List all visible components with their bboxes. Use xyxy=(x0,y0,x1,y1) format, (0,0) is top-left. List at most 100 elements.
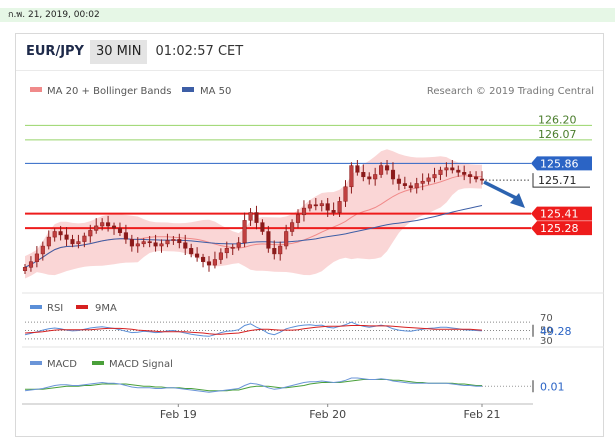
candle-body xyxy=(248,212,253,221)
candle-body xyxy=(479,178,485,181)
level-label-125.71: 125.71 xyxy=(538,174,577,187)
candle-body xyxy=(117,227,123,233)
x-tick-label-1: Feb 20 xyxy=(309,408,346,421)
candle-body xyxy=(266,231,271,249)
candle-body xyxy=(165,240,170,245)
candle-body xyxy=(94,225,99,231)
rsi-legend-swatch xyxy=(30,305,42,309)
credit-text: Research © 2019 Trading Central xyxy=(427,86,594,97)
candle-body xyxy=(361,172,366,178)
candle-body xyxy=(189,248,194,255)
forecast-arrow-head xyxy=(510,193,525,208)
candle-body xyxy=(331,210,336,213)
candle-body xyxy=(325,203,330,211)
candle-body xyxy=(58,231,63,236)
timeframe-badge[interactable]: 30 MIN xyxy=(89,40,148,64)
candle-body xyxy=(195,253,200,258)
candle-body xyxy=(141,241,146,245)
candle-body xyxy=(111,225,117,229)
chart-header: EUR/JPY 30 MIN 01:02:57 CET xyxy=(24,40,251,64)
candle-body xyxy=(159,243,164,247)
candle-body xyxy=(349,165,354,188)
candle-body xyxy=(290,222,295,232)
candle-body xyxy=(171,239,176,241)
candle-body xyxy=(46,236,51,247)
header-divider xyxy=(16,70,603,71)
candle-body xyxy=(100,222,105,227)
ma20-legend-swatch xyxy=(30,87,42,92)
candle-body xyxy=(295,214,301,223)
macd-legend-label: MACD xyxy=(47,359,77,370)
candle-body xyxy=(52,231,57,238)
candle-body xyxy=(242,220,247,244)
candle-body xyxy=(153,242,158,247)
macd-signal-legend-swatch xyxy=(92,361,104,365)
level-label-125.41: 125.41 xyxy=(540,208,579,221)
x-tick-label-2: Feb 21 xyxy=(464,408,501,421)
candle-body xyxy=(28,261,34,268)
ma20-legend-label: MA 20 + Bollinger Bands xyxy=(47,86,171,97)
candle-body xyxy=(34,253,39,262)
candle-body xyxy=(396,178,401,184)
candle-body xyxy=(379,165,384,175)
datetime-text: ก.พ. 21, 2019, 00:02 xyxy=(8,10,100,20)
x-tick-label-0: Feb 19 xyxy=(160,408,197,421)
candle-body xyxy=(355,165,360,173)
candle-body xyxy=(88,230,93,237)
ma50-legend-label: MA 50 xyxy=(200,86,231,97)
candle-body xyxy=(373,174,378,180)
candle-body xyxy=(278,245,283,255)
candle-body xyxy=(106,222,111,227)
candle-body xyxy=(218,252,223,260)
currency-pair: EUR/JPY xyxy=(26,44,84,59)
candle-body xyxy=(444,167,449,171)
candle-body xyxy=(367,176,372,180)
macd-last-value: 0.01 xyxy=(540,380,565,393)
rsi-legend-label: RSI xyxy=(47,303,63,314)
candle-body xyxy=(147,241,152,244)
rsi-tick-70: 70 xyxy=(540,313,553,324)
candle-body xyxy=(456,169,461,173)
macd-signal-line xyxy=(25,379,482,392)
candle-body xyxy=(390,169,396,180)
candle-body xyxy=(313,204,318,207)
rsi-ma-legend-label: 9MA xyxy=(95,303,117,314)
candle-body xyxy=(129,239,134,247)
candle-body xyxy=(70,239,75,245)
candle-body xyxy=(307,204,312,209)
candle-body xyxy=(183,242,188,249)
macd-line xyxy=(24,377,482,393)
candle-body xyxy=(301,207,307,216)
candle-body xyxy=(82,235,87,242)
candle-body xyxy=(123,232,128,240)
candle-body xyxy=(230,246,235,249)
candle-body xyxy=(414,183,419,189)
candle-body xyxy=(385,165,390,171)
candle-body xyxy=(468,174,473,177)
rsi-line xyxy=(24,321,483,337)
candle-body xyxy=(236,242,241,248)
level-label-126.20: 126.20 xyxy=(538,113,577,126)
candle-body xyxy=(135,243,140,247)
level-label-125.86: 125.86 xyxy=(540,157,579,170)
rsi-last-value: 49.28 xyxy=(540,325,572,338)
chart-time: 01:02:57 CET xyxy=(155,44,244,59)
level-badge-125.28 xyxy=(531,221,592,236)
candle-body xyxy=(284,231,289,247)
candle-body xyxy=(76,241,81,245)
candle-body xyxy=(450,167,455,171)
ma50-legend-swatch xyxy=(182,87,194,92)
candle-body xyxy=(22,267,28,271)
level-badge-125.41 xyxy=(531,206,592,221)
macd-signal-legend-label: MACD Signal xyxy=(109,359,173,370)
candle-body xyxy=(206,261,212,266)
candle-body xyxy=(474,176,479,180)
rsi-tick-30: 30 xyxy=(540,336,553,347)
level-label-126.07: 126.07 xyxy=(538,128,577,141)
level-label-125.28: 125.28 xyxy=(540,222,579,235)
candle-body xyxy=(260,222,265,232)
candle-body xyxy=(426,177,431,182)
candle-body xyxy=(177,239,182,244)
candle-body xyxy=(408,185,413,189)
